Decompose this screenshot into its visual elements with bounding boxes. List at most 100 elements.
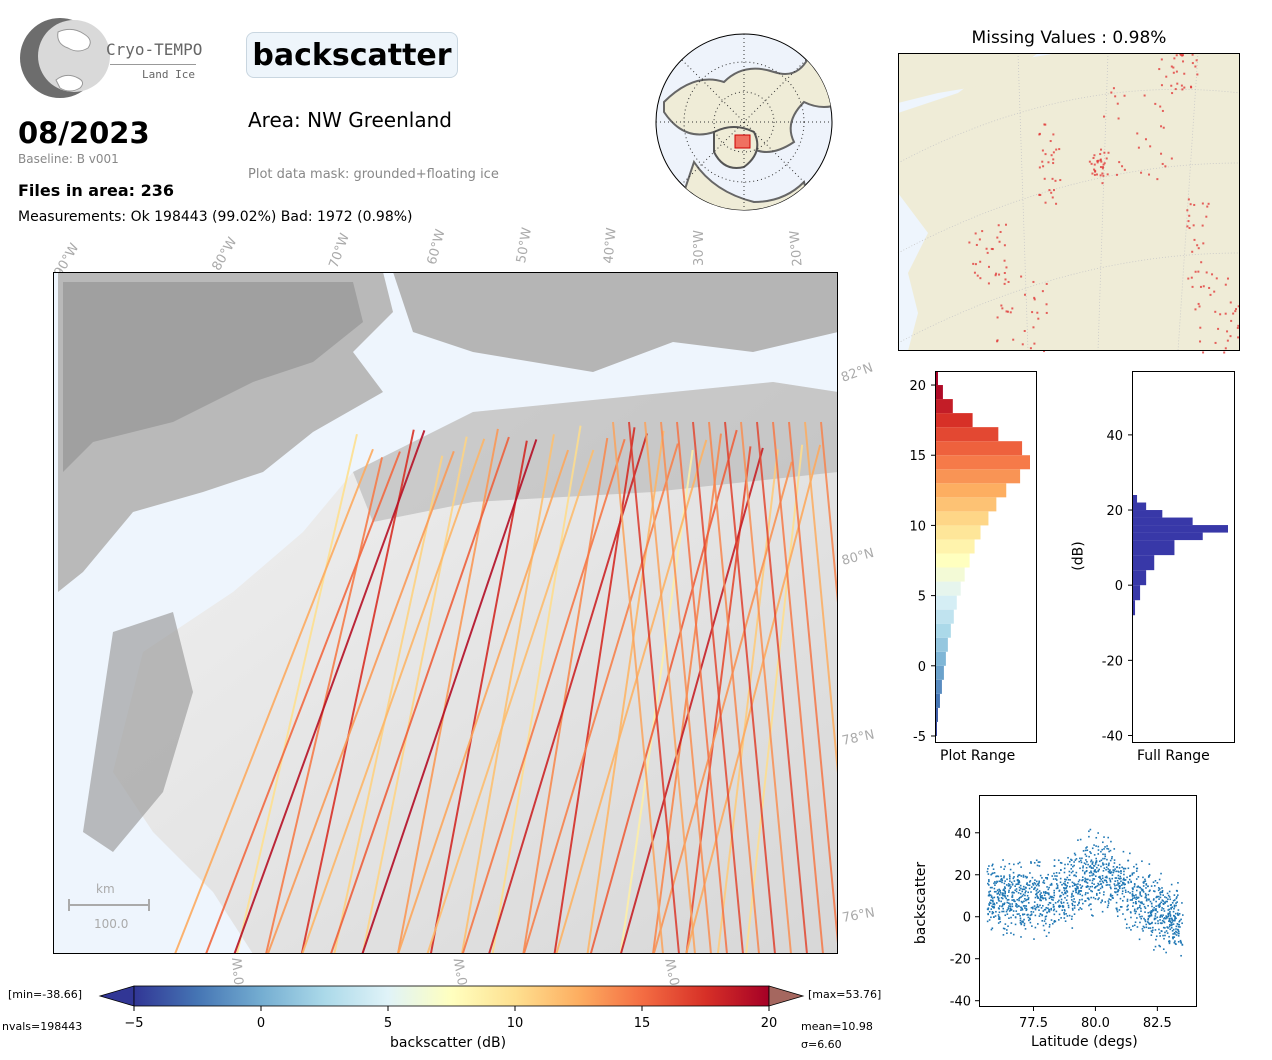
scatter-point: [1022, 876, 1025, 878]
scatter-point: [1076, 885, 1078, 888]
scatter-point: [1023, 905, 1026, 907]
scatter-point: [1018, 874, 1021, 876]
missing-value-point: [1202, 242, 1205, 245]
scatter-point: [1120, 870, 1122, 873]
scatter-point: [1151, 910, 1153, 912]
scatter-point: [1136, 897, 1139, 899]
missing-value-point: [995, 272, 998, 275]
scatter-point: [1017, 879, 1019, 882]
scatter-point: [1170, 908, 1173, 910]
full-range-label: Full Range: [1137, 748, 1210, 764]
scatter-point: [1161, 919, 1164, 922]
colorbar-max: [max=53.76]: [808, 988, 882, 1001]
scatter-point: [992, 900, 994, 903]
missing-value-point: [1194, 308, 1197, 311]
scatter-point: [1165, 917, 1167, 920]
missing-value-point: [1053, 189, 1056, 192]
missing-value-point: [1149, 145, 1152, 148]
scatter-point: [1043, 882, 1046, 884]
scatter-point: [1003, 882, 1006, 885]
scatter-point: [1140, 888, 1143, 890]
scatter-point: [1178, 932, 1180, 935]
histogram-bar: [1132, 585, 1141, 601]
scatter-point: [1001, 905, 1003, 908]
scatter-point: [1050, 919, 1053, 921]
scatter-point: [1108, 877, 1111, 880]
scatter-point: [1018, 881, 1021, 884]
missing-value-point: [1058, 148, 1061, 151]
scatter-point: [1088, 898, 1090, 901]
scatter-point: [1176, 931, 1178, 934]
scatter-point: [1117, 874, 1120, 877]
scatter-point: [1174, 942, 1177, 945]
scatter-point: [1143, 917, 1145, 920]
scatter-point: [1058, 889, 1061, 892]
missing-value-point: [1170, 84, 1173, 87]
missing-value-point: [1180, 54, 1183, 57]
scatter-point: [1097, 832, 1099, 834]
scatter-point: [1137, 876, 1140, 878]
scatter-point: [1001, 881, 1003, 884]
scatter-point: [1172, 919, 1175, 922]
scatter-point: [1127, 867, 1130, 870]
missing-value-point: [978, 238, 981, 241]
scatter-point: [1113, 869, 1115, 872]
area-label: Area: NW Greenland: [248, 108, 452, 132]
scatter-point: [1061, 891, 1063, 894]
missing-value-point: [1174, 88, 1177, 91]
scatter-point: [1004, 890, 1007, 893]
scatter-point: [996, 889, 999, 892]
missing-value-point: [1029, 347, 1032, 350]
scatter-point: [1074, 901, 1076, 903]
scatter-point: [1008, 891, 1010, 893]
missing-value-point: [1229, 301, 1232, 304]
scatter-point: [1093, 844, 1095, 846]
scatter-point: [1059, 869, 1062, 871]
scatter-point: [1111, 874, 1114, 876]
scatter-point: [1175, 934, 1178, 936]
scatter-point: [1177, 930, 1180, 933]
missing-value-point: [1223, 351, 1226, 354]
missing-value-point: [1103, 162, 1106, 165]
scatter-point: [1001, 897, 1004, 900]
scatter-point: [1048, 893, 1050, 896]
missing-value-point: [1140, 171, 1143, 174]
scatter-point: [1059, 881, 1062, 884]
missing-value-point: [1045, 282, 1048, 285]
scatter-point: [1065, 887, 1067, 890]
scatter-point: [1166, 926, 1168, 928]
scatter-point: [1048, 926, 1051, 928]
scatter-point: [1033, 862, 1036, 864]
scatter-point: [1078, 890, 1080, 892]
scatter-point: [1007, 898, 1010, 901]
scatter-point: [1080, 859, 1082, 862]
scatter-point: [1008, 862, 1011, 865]
satellite-track: [235, 433, 358, 954]
scatter-point: [1006, 899, 1009, 901]
missing-value-point: [972, 262, 975, 265]
scatter-point: [1147, 927, 1150, 929]
histogram-bar: [935, 483, 1007, 498]
scatter-point: [1060, 902, 1063, 905]
missing-value-point: [1181, 88, 1184, 91]
satellite-track: [740, 421, 792, 954]
scatter-point: [1103, 848, 1105, 850]
satellite-track: [233, 430, 426, 954]
scatter-point: [1123, 895, 1125, 898]
scatter-point: [1088, 888, 1091, 890]
scatter-point: [1104, 853, 1106, 856]
scatter-point: [1116, 879, 1119, 882]
scatter-point: [1071, 902, 1074, 905]
scatter-point: [1053, 865, 1056, 867]
scatter-point: [1148, 874, 1151, 876]
scatter-point: [1159, 935, 1161, 937]
scatter-point: [1075, 875, 1077, 878]
scatter-point: [1110, 895, 1112, 897]
scatter-point: [1177, 925, 1180, 928]
scatter-point: [1151, 905, 1153, 908]
scatter-point: [1066, 895, 1069, 897]
scatter-point: [1003, 868, 1005, 870]
scatter-point: [1126, 876, 1128, 879]
scatter-point: [1025, 887, 1027, 889]
scatter-point: [1056, 886, 1059, 888]
